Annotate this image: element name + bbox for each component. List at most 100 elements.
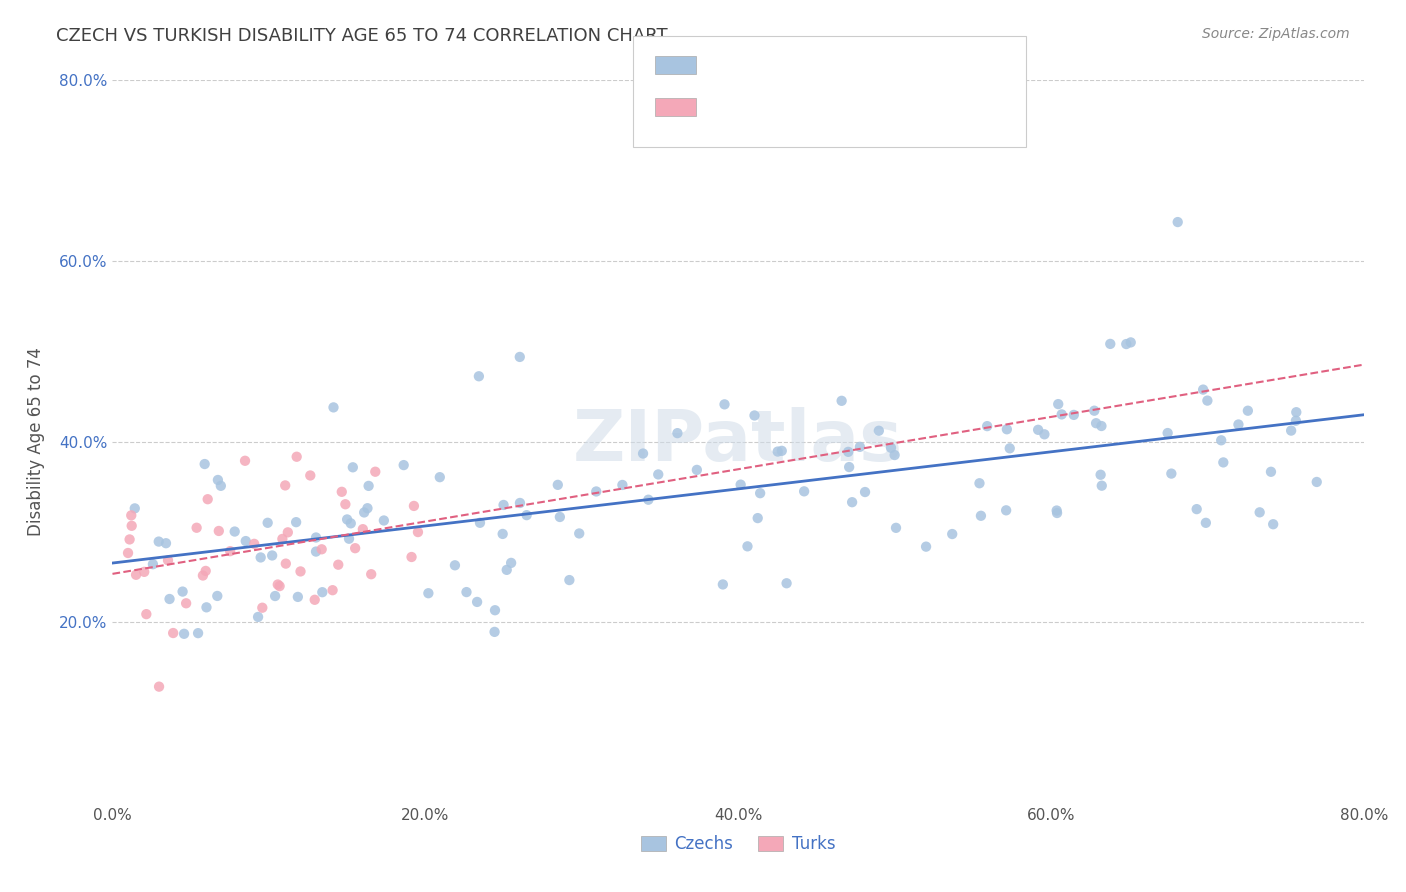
Point [124, 501, 146, 516]
Point [770, 443, 793, 458]
Point [357, 479, 380, 493]
Point [173, 627, 195, 641]
Point [509, 496, 531, 510]
Point [269, 579, 291, 593]
Point [1249, 505, 1271, 519]
Point [1083, 403, 1105, 417]
Point [492, 527, 515, 541]
Point [162, 626, 184, 640]
Text: N =: N = [834, 56, 870, 74]
Point [713, 397, 735, 411]
Point [305, 531, 328, 545]
Point [456, 585, 478, 599]
Point [429, 470, 451, 484]
Text: 0.121: 0.121 [752, 98, 800, 116]
Point [501, 556, 523, 570]
Point [1047, 397, 1070, 411]
Point [274, 478, 297, 492]
Point [352, 522, 374, 536]
Point [262, 549, 284, 563]
Point [219, 544, 242, 558]
Point [285, 515, 308, 529]
Point [277, 525, 299, 540]
Point [1115, 337, 1137, 351]
Point [849, 440, 872, 454]
Text: 0.193: 0.193 [752, 56, 800, 74]
Point [1192, 383, 1215, 397]
Point [1285, 414, 1308, 428]
Point [356, 501, 378, 516]
Point [299, 468, 322, 483]
Point [995, 422, 1018, 436]
Text: 124: 124 [876, 56, 908, 74]
Point [311, 542, 333, 557]
Point [287, 590, 309, 604]
Point [118, 533, 141, 547]
Point [207, 589, 229, 603]
Point [209, 479, 232, 493]
Point [125, 567, 148, 582]
Point [271, 532, 294, 546]
Point [256, 516, 278, 530]
Point [853, 485, 876, 500]
Point [224, 524, 246, 539]
Point [174, 596, 197, 610]
Point [1279, 424, 1302, 438]
Point [194, 564, 217, 578]
Point [766, 444, 789, 458]
Point [637, 492, 659, 507]
Point [516, 508, 538, 523]
Point [831, 393, 853, 408]
Text: N =: N = [834, 98, 870, 116]
Point [208, 524, 231, 538]
Point [1263, 517, 1285, 532]
Point [841, 495, 863, 509]
Point [159, 592, 181, 607]
Text: R =: R = [707, 56, 744, 74]
Point [468, 369, 491, 384]
Point [631, 446, 654, 460]
Point [1085, 416, 1108, 430]
Point [1046, 506, 1069, 520]
Point [267, 577, 290, 591]
Point [686, 463, 709, 477]
Point [418, 586, 440, 600]
Point [585, 484, 607, 499]
Point [322, 583, 344, 598]
Point [330, 484, 353, 499]
Point [285, 450, 308, 464]
Point [880, 441, 903, 455]
Point [172, 584, 194, 599]
Point [186, 521, 208, 535]
Point [1156, 425, 1178, 440]
Point [360, 567, 382, 582]
Point [117, 546, 139, 560]
Point [194, 457, 217, 471]
Point [647, 467, 669, 482]
Point [1167, 215, 1189, 229]
Point [995, 503, 1018, 517]
Point [364, 465, 387, 479]
Point [737, 539, 759, 553]
Point [730, 477, 752, 491]
Point [1046, 503, 1069, 517]
Point [252, 600, 274, 615]
Point [547, 478, 569, 492]
Point [233, 454, 256, 468]
Point [468, 516, 491, 530]
Point [868, 424, 890, 438]
Point [998, 442, 1021, 456]
Point [406, 524, 429, 539]
Point [335, 497, 357, 511]
Y-axis label: Disability Age 65 to 74: Disability Age 65 to 74 [27, 347, 45, 536]
Point [1195, 516, 1218, 530]
Point [744, 409, 766, 423]
Point [290, 565, 312, 579]
Point [336, 512, 359, 526]
Point [1185, 502, 1208, 516]
Point [311, 585, 333, 599]
Point [1090, 419, 1112, 434]
Point [1033, 427, 1056, 442]
Point [274, 557, 297, 571]
Point [1099, 337, 1122, 351]
